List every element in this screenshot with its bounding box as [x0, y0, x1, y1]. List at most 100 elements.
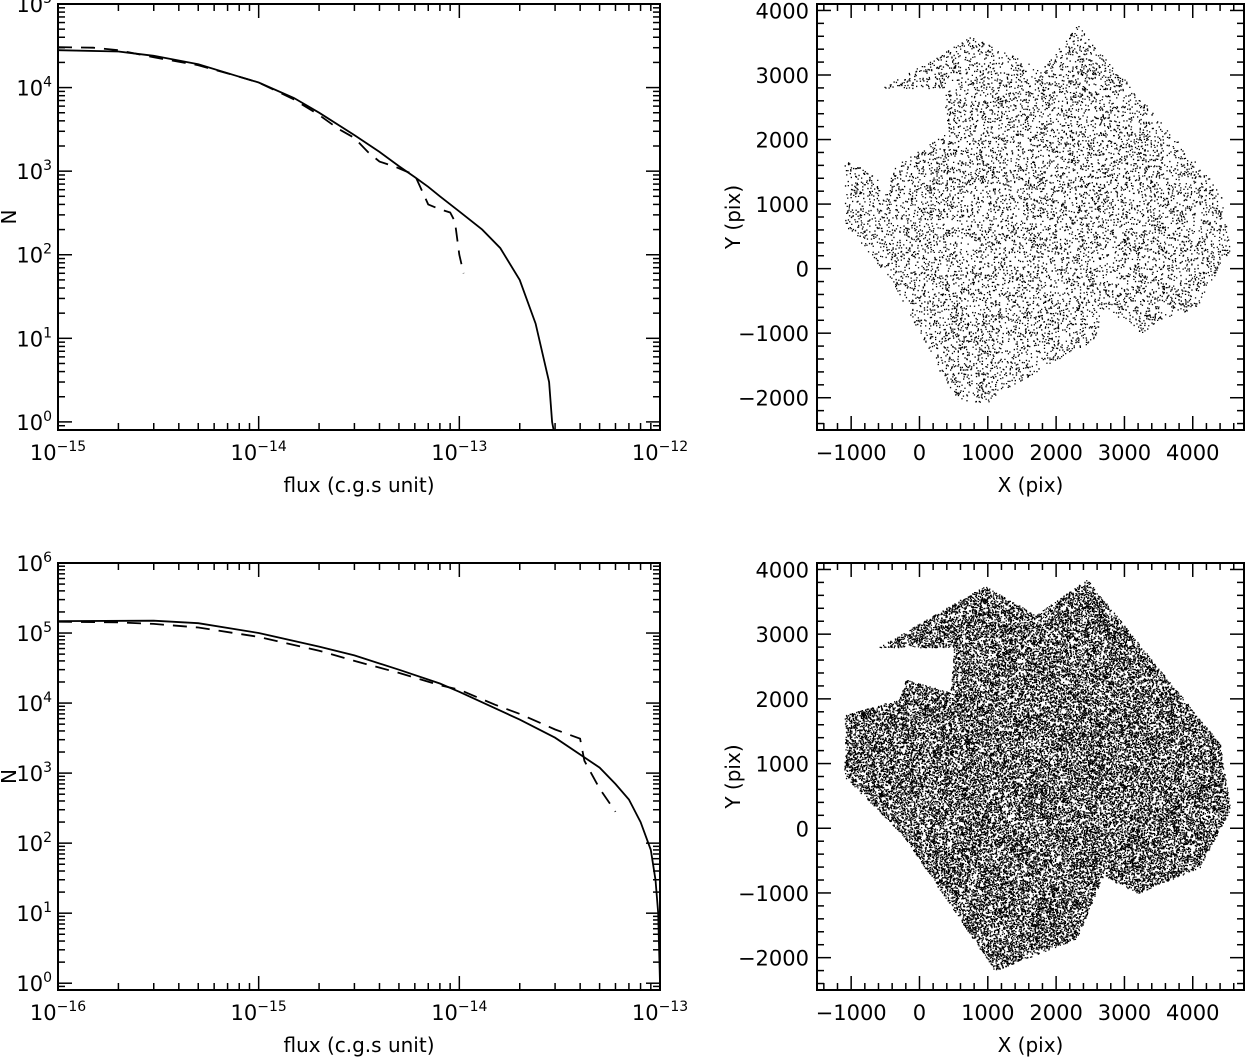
tick-exponent: 0	[43, 409, 52, 425]
tick-base: 10	[431, 1001, 458, 1025]
x-axis-title: flux (c.g.s unit)	[283, 1033, 434, 1057]
tick-exponent: 3	[43, 760, 52, 776]
series-dashed-line	[57, 620, 617, 813]
tick-base: 10	[16, 244, 43, 268]
tick-base: 10	[16, 902, 43, 926]
panel-top-left: 10−1510−1410−1310−12100101102103104105fl…	[0, 0, 688, 497]
plot-frame	[57, 562, 661, 991]
x-tick-label: 2000	[1029, 441, 1082, 465]
x-tick-label: 3000	[1098, 441, 1151, 465]
tick-exponent: 3	[43, 158, 52, 174]
tick-exponent: 5	[43, 620, 52, 636]
x-tick-label: 10−14	[231, 439, 287, 465]
scatter-points	[844, 26, 1231, 403]
y-tick-label: 101	[16, 900, 52, 926]
x-tick-label: 4000	[1166, 441, 1219, 465]
y-tick-label: 100	[16, 409, 52, 435]
x-tick-label: 10−12	[632, 439, 688, 465]
x-tick-label: 10−15	[30, 439, 86, 465]
y-tick-label: 3000	[756, 623, 809, 647]
tick-exponent: 1	[43, 325, 52, 341]
scatter-points	[844, 580, 1231, 971]
y-tick-label: −2000	[738, 387, 809, 411]
y-tick-label: −2000	[738, 947, 809, 971]
y-tick-label: 4000	[756, 558, 809, 582]
tick-exponent: 4	[43, 690, 52, 706]
x-tick-label: −1000	[816, 1001, 887, 1025]
tick-base: 10	[16, 972, 43, 996]
tick-exponent: −16	[57, 999, 87, 1015]
tick-base: 10	[16, 692, 43, 716]
tick-exponent: −13	[659, 999, 689, 1015]
series-dashed-line	[57, 46, 465, 274]
x-tick-label: 3000	[1098, 1001, 1151, 1025]
tick-base: 10	[30, 1001, 57, 1025]
y-tick-label: 1000	[756, 753, 809, 777]
tick-base: 10	[231, 441, 258, 465]
tick-base: 10	[16, 411, 43, 435]
y-tick-label: 106	[16, 550, 52, 576]
y-tick-label: 0	[796, 817, 809, 841]
panel-bottom-right: −1000 0 1000 2000 3000 4000 −2000 −1000 0 1000 200…	[721, 558, 1245, 1057]
tick-base: 10	[632, 1001, 659, 1025]
tick-exponent: 0	[43, 970, 52, 986]
tick-exponent: −13	[458, 439, 488, 455]
tick-exponent: 5	[43, 0, 52, 7]
y-tick-label: 0	[796, 258, 809, 282]
tick-exponent: 4	[43, 75, 52, 91]
x-tick-label: 10−15	[231, 999, 287, 1025]
y-tick-label: 101	[16, 325, 52, 351]
plot-frame	[816, 3, 1245, 431]
tick-base: 10	[16, 622, 43, 646]
x-tick-label: 0	[913, 1001, 926, 1025]
tick-base: 10	[16, 552, 43, 576]
tick-base: 10	[16, 77, 43, 101]
y-tick-label: 103	[16, 760, 52, 786]
y-tick-label: 105	[16, 620, 52, 646]
tick-exponent: 6	[43, 550, 52, 566]
tick-base: 10	[431, 441, 458, 465]
tick-exponent: 2	[43, 830, 52, 846]
x-tick-label: 2000	[1029, 1001, 1082, 1025]
tick-base: 10	[632, 441, 659, 465]
x-tick-label: 10−16	[30, 999, 86, 1025]
tick-exponent: 2	[43, 242, 52, 258]
axis-ticks	[57, 563, 660, 991]
y-tick-label: 103	[16, 158, 52, 184]
y-tick-label: 102	[16, 830, 52, 856]
y-tick-label: 104	[16, 690, 52, 716]
y-axis-title: Y (pix)	[721, 744, 745, 809]
x-axis-title: X (pix)	[998, 1033, 1064, 1057]
tick-exponent: 1	[43, 900, 52, 916]
y-tick-label: −1000	[738, 322, 809, 346]
axis-ticks	[817, 4, 1244, 430]
x-axis-title: flux (c.g.s unit)	[283, 473, 434, 497]
x-tick-label: 1000	[961, 1001, 1014, 1025]
tick-base: 10	[16, 327, 43, 351]
tick-base: 10	[231, 1001, 258, 1025]
x-tick-label: 1000	[961, 441, 1014, 465]
tick-exponent: −14	[257, 439, 287, 455]
y-tick-label: 1000	[756, 193, 809, 217]
x-tick-label: 10−13	[632, 999, 688, 1025]
plot-frame	[816, 562, 1245, 991]
x-tick-label: −1000	[816, 441, 887, 465]
y-axis-title: N	[0, 210, 21, 225]
y-tick-label: 104	[16, 75, 52, 101]
y-axis-title: Y (pix)	[721, 185, 745, 250]
y-tick-label: 102	[16, 242, 52, 268]
y-tick-label: 2000	[756, 688, 809, 712]
y-tick-label: 100	[16, 970, 52, 996]
x-tick-label: 10−14	[431, 999, 487, 1025]
x-axis-title: X (pix)	[998, 473, 1064, 497]
tick-base: 10	[16, 762, 43, 786]
series-solid-line	[57, 619, 661, 984]
tick-exponent: −15	[257, 999, 287, 1015]
tick-exponent: −14	[458, 999, 488, 1015]
y-tick-label: 3000	[756, 64, 809, 88]
x-tick-label: 0	[913, 441, 926, 465]
tick-exponent: −12	[659, 439, 689, 455]
x-tick-label: 4000	[1166, 1001, 1219, 1025]
y-axis-title: N	[0, 769, 21, 784]
